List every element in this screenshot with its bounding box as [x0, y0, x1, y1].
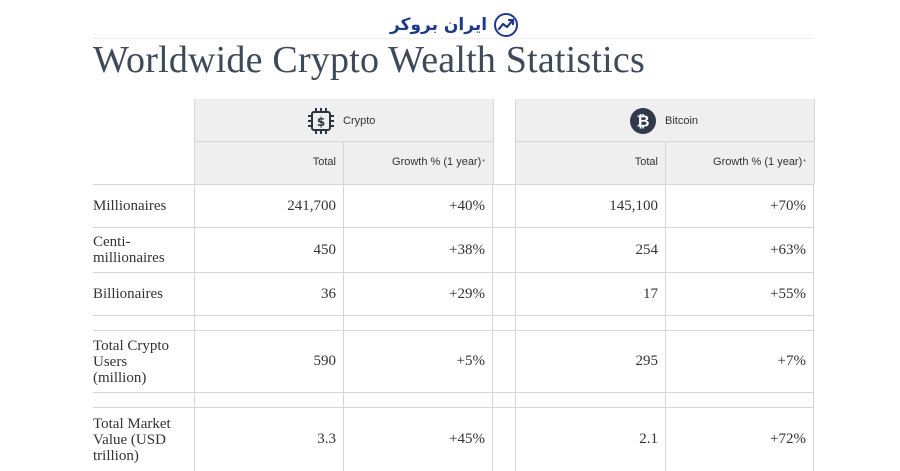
divider: [665, 141, 666, 471]
bitcoin-total-cell: 2.1: [639, 431, 658, 447]
brand-logo-text: ایران بروکر: [390, 15, 488, 35]
bitcoin-group-header: ₿ Bitcoin: [629, 107, 698, 135]
divider: [813, 184, 814, 471]
growth-chart-icon: [494, 13, 519, 37]
footnote-mark: *: [803, 158, 806, 166]
bitcoin-growth-cell: +70%: [770, 197, 806, 214]
crypto-growth-cell: +40%: [449, 197, 485, 214]
crypto-total-header: Total: [194, 141, 343, 183]
bitcoin-growth-header: Growth % (1 year) *: [665, 141, 813, 183]
divider: [93, 272, 814, 273]
crypto-total-cell: 450: [313, 241, 337, 258]
divider: [93, 38, 813, 39]
divider: [93, 330, 814, 331]
crypto-growth-cell: +29%: [449, 285, 485, 302]
crypto-total-cell: 241,700: [287, 197, 336, 214]
bitcoin-icon: ₿: [630, 108, 656, 134]
column-label: Total: [634, 156, 658, 168]
crypto-group-header: $ Crypto: [307, 107, 375, 135]
bitcoin-growth-cell: +63%: [770, 241, 806, 258]
page-title: Worldwide Crypto Wealth Statistics: [93, 39, 645, 81]
divider: [515, 184, 516, 471]
bitcoin-total-cell: 254: [635, 241, 659, 258]
svg-text:$: $: [317, 115, 325, 129]
bitcoin-total-cell: 295: [635, 353, 659, 369]
crypto-total-cell: 3.3: [317, 431, 336, 447]
crypto-growth-cell: +38%: [449, 241, 485, 258]
crypto-growth-cell: +45%: [449, 431, 485, 447]
row-label-total-crypto-users: Total Crypto Users (million): [93, 337, 170, 386]
bitcoin-growth-cell: +72%: [770, 431, 806, 447]
crypto-growth-cell: +5%: [456, 353, 485, 369]
divider: [93, 392, 814, 393]
bitcoin-group-label: Bitcoin: [665, 115, 699, 127]
crypto-growth-header: Growth % (1 year) *: [343, 141, 492, 183]
divider: [93, 315, 814, 316]
bitcoin-growth-cell: +55%: [770, 285, 806, 302]
row-label-centi-millionaires: Centi-millionaires: [93, 234, 165, 266]
row-label-millionaires: Millionaires: [93, 198, 167, 214]
crypto-total-cell: 590: [313, 353, 337, 369]
row-label-billionaires: Billionaires: [93, 286, 163, 302]
bitcoin-growth-cell: +7%: [777, 353, 806, 369]
bitcoin-total-cell: 145,100: [609, 197, 658, 214]
divider: [93, 407, 814, 408]
brand-logo: ایران بروکر: [390, 12, 519, 38]
divider: [343, 141, 344, 471]
svg-text:₿: ₿: [636, 112, 649, 131]
crypto-group-label: Crypto: [343, 115, 376, 127]
divider: [93, 184, 814, 185]
crypto-total-cell: 36: [321, 285, 336, 302]
column-label: Total: [312, 156, 336, 168]
divider: [492, 184, 493, 471]
footnote-mark: *: [482, 158, 485, 166]
column-label: Growth % (1 year): [392, 156, 482, 168]
row-label-total-market-value: Total Market Value (USD trillion): [93, 415, 171, 464]
divider: [194, 184, 195, 471]
divider: [515, 141, 814, 142]
chip-dollar-icon: $: [308, 108, 334, 134]
column-label: Growth % (1 year): [713, 156, 803, 168]
bitcoin-total-header: Total: [515, 141, 665, 183]
bitcoin-total-cell: 17: [643, 285, 658, 302]
divider: [93, 227, 814, 228]
